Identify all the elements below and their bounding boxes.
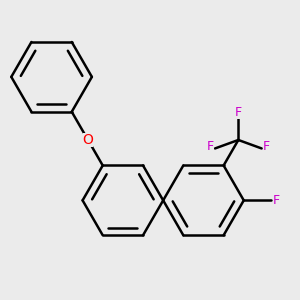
Text: F: F bbox=[263, 140, 270, 153]
Text: F: F bbox=[207, 140, 214, 153]
Text: F: F bbox=[273, 194, 280, 207]
Text: O: O bbox=[82, 133, 93, 147]
Text: F: F bbox=[235, 106, 242, 118]
